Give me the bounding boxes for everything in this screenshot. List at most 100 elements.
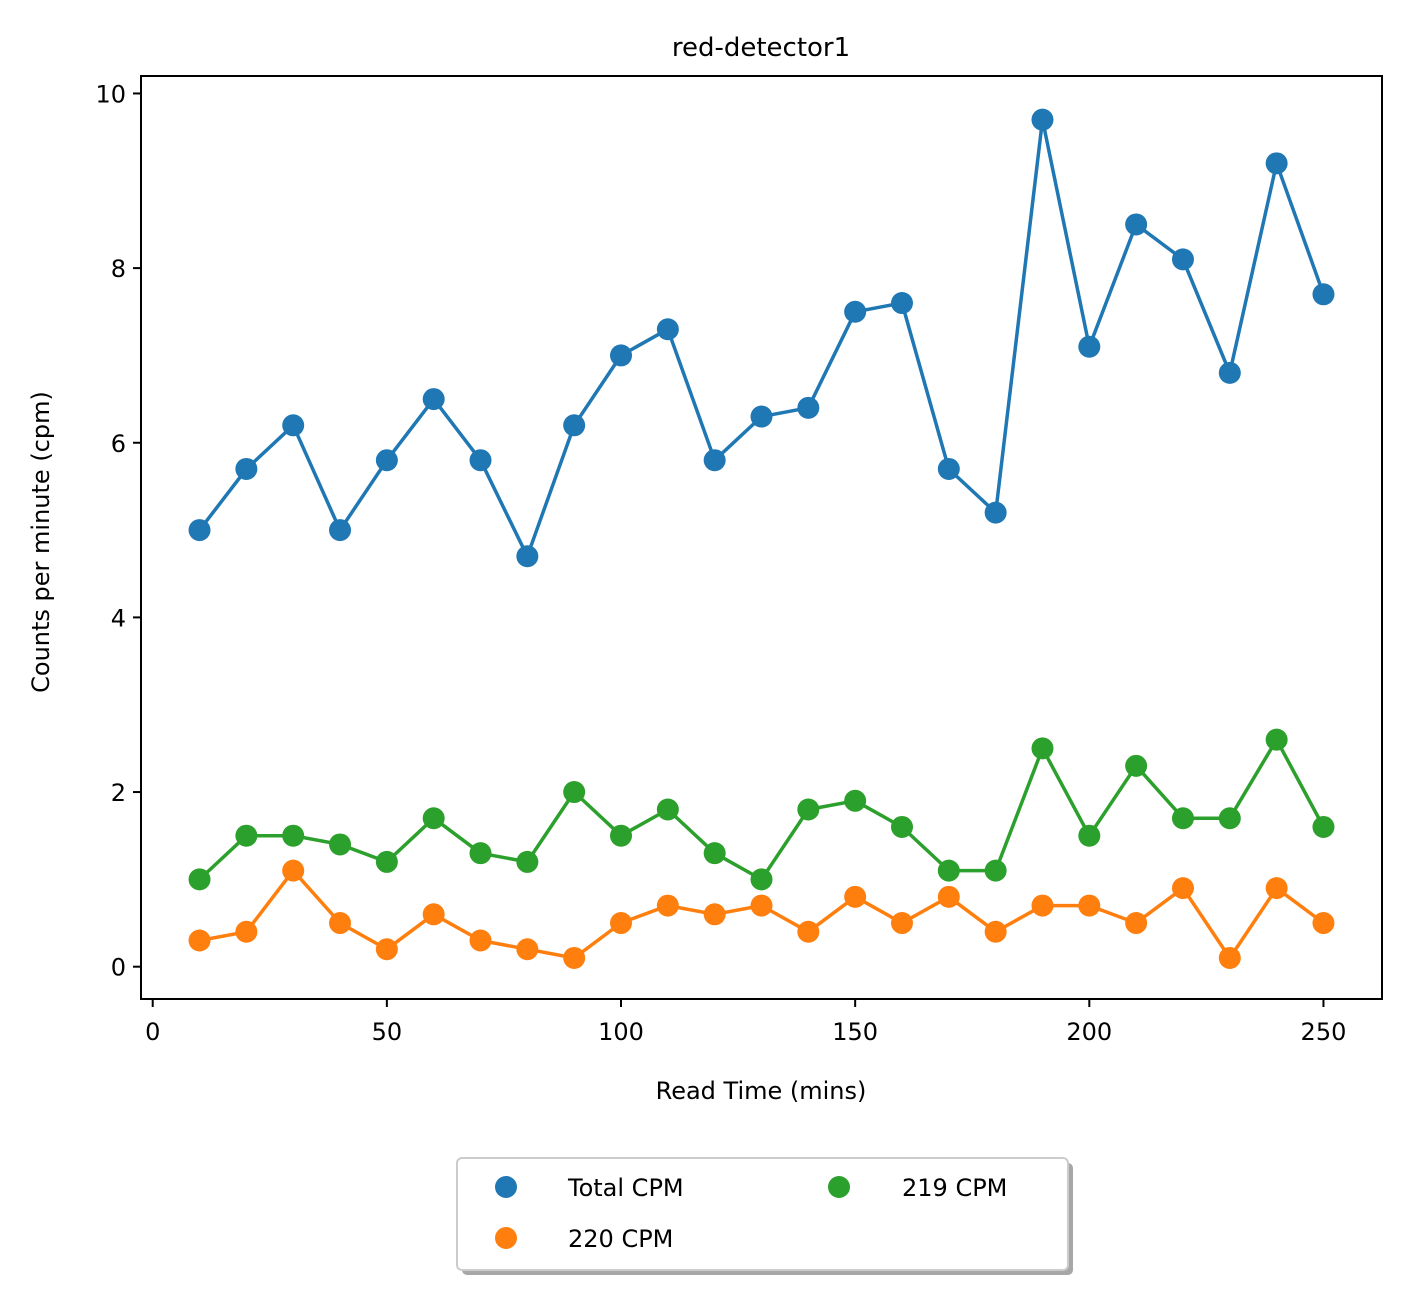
data-point (937, 859, 960, 882)
data-point (375, 850, 398, 873)
legend-label: 219 CPM (902, 1174, 1007, 1202)
data-point (469, 449, 492, 472)
x-tick-label: 100 (598, 1018, 644, 1046)
x-tick-label: 200 (1066, 1018, 1112, 1046)
data-point (1171, 877, 1194, 900)
data-point (1078, 824, 1101, 847)
data-point (1171, 807, 1194, 830)
data-point (422, 903, 445, 926)
x-axis: 0 50 100 150 200 250 (145, 999, 1346, 1046)
y-tick-label: 4 (111, 604, 126, 632)
data-point (703, 903, 726, 926)
data-point (282, 414, 305, 437)
data-point (375, 938, 398, 961)
series-219-cpm (188, 728, 1335, 891)
y-tick-label: 10 (95, 80, 126, 108)
data-point (937, 457, 960, 480)
data-point (797, 920, 820, 943)
data-point (1171, 248, 1194, 271)
data-point (1265, 152, 1288, 175)
data-point (610, 344, 633, 367)
data-point (469, 929, 492, 952)
data-point (656, 894, 679, 917)
y-tick-label: 2 (111, 779, 126, 807)
data-point (984, 859, 1007, 882)
data-point (1078, 335, 1101, 358)
data-point (1078, 894, 1101, 917)
data-point (797, 396, 820, 419)
data-point (703, 842, 726, 865)
data-point (610, 912, 633, 935)
data-point (188, 519, 211, 542)
legend-entry: 220 CPM (495, 1225, 673, 1253)
data-point (750, 894, 773, 917)
x-tick-label: 50 (372, 1018, 403, 1046)
x-tick-label: 0 (145, 1018, 160, 1046)
data-point (1031, 894, 1054, 917)
data-point (563, 781, 586, 804)
data-point (235, 457, 258, 480)
series-220-cpm (188, 859, 1335, 969)
data-point (890, 292, 913, 315)
x-tick-label: 150 (832, 1018, 878, 1046)
data-point (750, 868, 773, 891)
data-point (1265, 877, 1288, 900)
series-line (198, 737, 1326, 882)
data-point (329, 912, 352, 935)
data-point (844, 885, 867, 908)
data-point (422, 388, 445, 411)
y-tick-label: 0 (111, 954, 126, 982)
data-point (329, 833, 352, 856)
data-point (282, 859, 305, 882)
data-point (890, 815, 913, 838)
x-tick-label: 250 (1301, 1018, 1347, 1046)
legend-label: 220 CPM (568, 1225, 673, 1253)
legend-marker (828, 1176, 850, 1198)
data-point (516, 545, 539, 568)
data-point (1125, 754, 1148, 777)
y-tick-label: 6 (111, 430, 126, 458)
legend-marker (495, 1227, 517, 1249)
data-point (844, 300, 867, 323)
legend-marker (495, 1176, 517, 1198)
data-point (1218, 946, 1241, 969)
data-point (1031, 108, 1054, 131)
legend: Total CPM 220 CPM 219 CPM (456, 1157, 1073, 1275)
chart-title: red-detector1 (672, 33, 850, 63)
legend-box (456, 1157, 1069, 1271)
data-point (610, 824, 633, 847)
y-tick-label: 8 (111, 255, 126, 283)
data-point (375, 449, 398, 472)
data-point (844, 789, 867, 812)
plot-area (140, 75, 1383, 1000)
data-point (1125, 213, 1148, 236)
data-point (1125, 912, 1148, 935)
series-line (198, 117, 1326, 559)
data-point (1312, 815, 1335, 838)
data-point (1312, 283, 1335, 306)
data-point (516, 850, 539, 873)
data-point (984, 920, 1007, 943)
data-point (1218, 361, 1241, 384)
data-point (937, 885, 960, 908)
data-point (797, 798, 820, 821)
data-point (890, 912, 913, 935)
data-point (563, 946, 586, 969)
data-point (984, 501, 1007, 524)
legend-entry: Total CPM (495, 1174, 684, 1202)
data-point (563, 414, 586, 437)
legend-label: Total CPM (567, 1174, 684, 1202)
data-point (235, 920, 258, 943)
data-point (329, 519, 352, 542)
legend-entry: 219 CPM (828, 1174, 1007, 1202)
data-point (469, 842, 492, 865)
data-point (703, 449, 726, 472)
y-axis-label: Counts per minute (cpm) (27, 391, 55, 693)
data-point (1312, 912, 1335, 935)
data-point (1265, 728, 1288, 751)
data-point (188, 868, 211, 891)
y-axis: 0 2 4 6 8 10 (95, 80, 141, 982)
data-point (1218, 807, 1241, 830)
axes-frame (140, 75, 1383, 1000)
data-point (422, 807, 445, 830)
